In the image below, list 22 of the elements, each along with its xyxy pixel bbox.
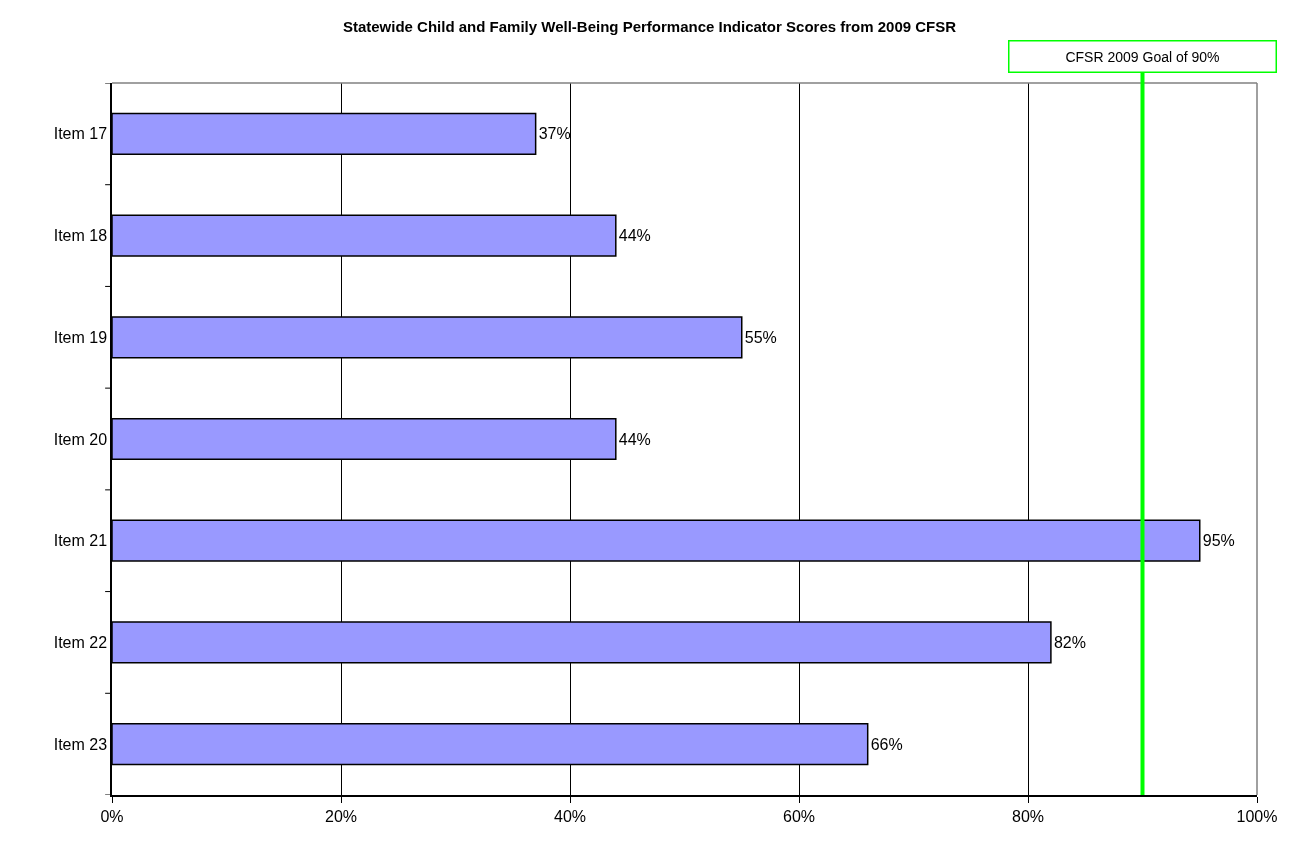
- x-tick-label: 60%: [782, 807, 816, 825]
- data-label: 66%: [870, 735, 903, 753]
- y-tick-label: Item 17: [53, 125, 108, 143]
- x-tick-label: 20%: [324, 807, 358, 825]
- x-tick-label: 80%: [1011, 807, 1045, 825]
- x-tick-label: 40%: [553, 807, 587, 825]
- data-label: 37%: [538, 125, 571, 143]
- y-tick-label: Item 18: [53, 227, 108, 245]
- data-label: 44%: [618, 430, 651, 448]
- x-tick-label: 100%: [1236, 807, 1278, 825]
- y-tick-label: Item 21: [53, 532, 108, 550]
- data-label: 44%: [618, 227, 651, 245]
- chart-title: Statewide Child and Family Well-Being Performance Indicator Scores from 2009 CFSR: [342, 17, 957, 35]
- y-tick-label: Item 20: [53, 430, 108, 448]
- data-label: 55%: [744, 328, 777, 346]
- y-tick-label: Item 19: [53, 328, 108, 346]
- data-label: 82%: [1053, 633, 1086, 651]
- y-tick-label: Item 22: [53, 634, 108, 652]
- data-label: 95%: [1202, 532, 1235, 550]
- x-tick-label: 0%: [100, 807, 124, 825]
- y-tick-label: Item 23: [53, 735, 108, 753]
- ref-line-label: CFSR 2009 Goal of 90%: [1065, 48, 1220, 65]
